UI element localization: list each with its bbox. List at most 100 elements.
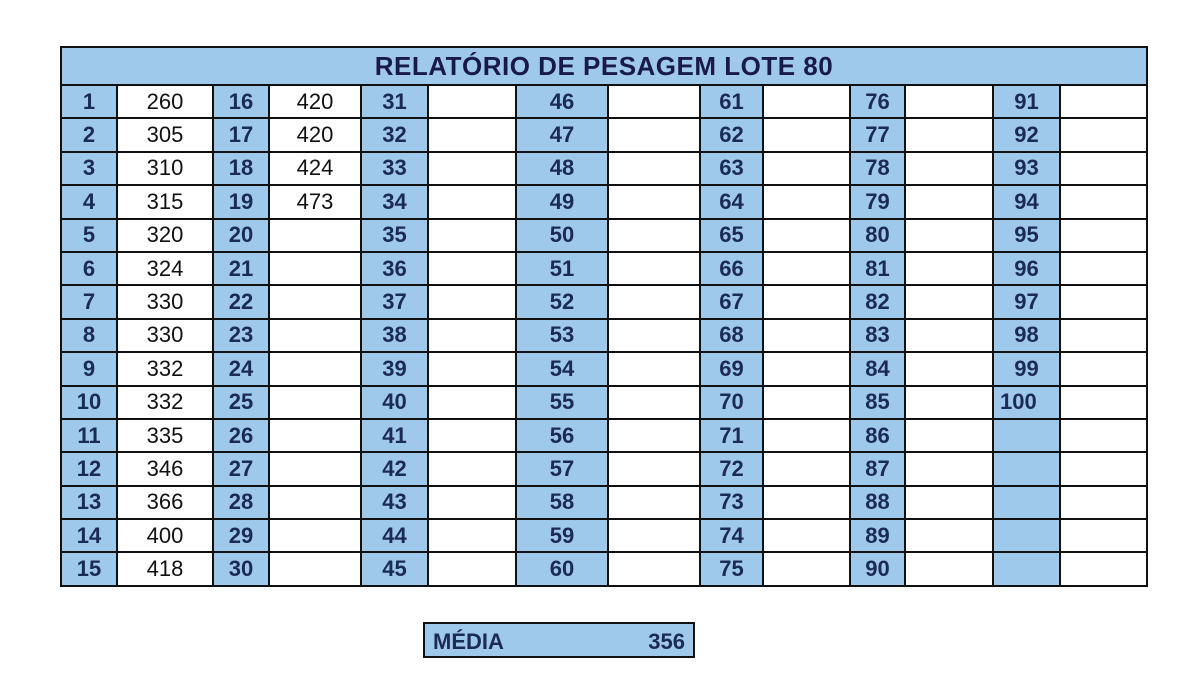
lot-number-cell: 2 bbox=[60, 117, 118, 153]
lot-number-cell: 21 bbox=[212, 250, 270, 287]
lot-number-cell: 14 bbox=[60, 518, 118, 554]
lot-number-cell: 4 bbox=[60, 184, 118, 220]
weight-cell bbox=[607, 518, 701, 554]
lot-number-cell: 47 bbox=[515, 117, 609, 153]
table-row: 6 324 21 36 51 66 81 96 bbox=[60, 250, 1148, 287]
weight-cell bbox=[904, 417, 994, 454]
weight-cell bbox=[762, 284, 851, 320]
weight-cell bbox=[762, 217, 851, 253]
lot-number-cell: 13 bbox=[60, 484, 118, 521]
lot-number-cell: 90 bbox=[849, 551, 906, 587]
lot-number-cell: 50 bbox=[515, 217, 609, 253]
lot-number-cell: 72 bbox=[699, 451, 764, 487]
weight-cell: 346 bbox=[116, 451, 214, 487]
weight-cell bbox=[268, 518, 362, 554]
lot-number-cell: 74 bbox=[699, 518, 764, 554]
weight-cell: 366 bbox=[116, 484, 214, 521]
weight-cell bbox=[1059, 484, 1148, 521]
lot-number-cell: 22 bbox=[212, 284, 270, 320]
weight-cell bbox=[1059, 284, 1148, 320]
weight-cell: 420 bbox=[268, 117, 362, 153]
weight-cell bbox=[762, 250, 851, 287]
weight-cell bbox=[904, 451, 994, 487]
table-row: 7 330 22 37 52 67 82 97 bbox=[60, 284, 1148, 320]
weight-cell bbox=[904, 317, 994, 354]
table-row: 13 366 28 43 58 73 88 bbox=[60, 484, 1148, 521]
weight-cell bbox=[268, 317, 362, 354]
weight-cell bbox=[607, 484, 701, 521]
table-row: 12 346 27 42 57 72 87 bbox=[60, 451, 1148, 487]
weight-cell bbox=[762, 150, 851, 187]
lot-number-cell: 89 bbox=[849, 518, 906, 554]
weight-cell bbox=[268, 351, 362, 387]
lot-number-cell: 58 bbox=[515, 484, 609, 521]
lot-number-cell: 99 bbox=[992, 351, 1061, 387]
lot-number-cell: 92 bbox=[992, 117, 1061, 153]
lot-number-cell: 70 bbox=[699, 384, 764, 420]
lot-number-cell: 33 bbox=[360, 150, 429, 187]
title-row: RELATÓRIO DE PESAGEM LOTE 80 bbox=[60, 46, 1148, 86]
lot-number-cell: 73 bbox=[699, 484, 764, 521]
lot-number-cell: 79 bbox=[849, 184, 906, 220]
lot-number-cell: 5 bbox=[60, 217, 118, 253]
lot-number-cell: 39 bbox=[360, 351, 429, 387]
weight-cell bbox=[268, 284, 362, 320]
lot-number-cell: 37 bbox=[360, 284, 429, 320]
lot-number-cell: 20 bbox=[212, 217, 270, 253]
lot-number-cell: 41 bbox=[360, 417, 429, 454]
lot-number-cell: 75 bbox=[699, 551, 764, 587]
lot-number-cell: 25 bbox=[212, 384, 270, 420]
weight-cell bbox=[607, 317, 701, 354]
weight-cell bbox=[762, 417, 851, 454]
weight-cell bbox=[762, 184, 851, 220]
weight-cell bbox=[904, 250, 994, 287]
weight-cell bbox=[1059, 451, 1148, 487]
weight-cell bbox=[607, 384, 701, 420]
lot-number-cell: 18 bbox=[212, 150, 270, 187]
weight-cell bbox=[1059, 351, 1148, 387]
weight-cell bbox=[1059, 83, 1148, 120]
weight-cell: 260 bbox=[116, 83, 214, 120]
weight-cell: 332 bbox=[116, 384, 214, 420]
lot-number-cell: 31 bbox=[360, 83, 429, 120]
lot-number-cell: 66 bbox=[699, 250, 764, 287]
lot-number-cell: 10 bbox=[60, 384, 118, 420]
lot-number-cell: 45 bbox=[360, 551, 429, 587]
weight-cell bbox=[762, 351, 851, 387]
lot-number-cell: 3 bbox=[60, 150, 118, 187]
weight-cell bbox=[268, 484, 362, 521]
lot-number-cell: 24 bbox=[212, 351, 270, 387]
lot-number-cell: 38 bbox=[360, 317, 429, 354]
lot-number-cell: 84 bbox=[849, 351, 906, 387]
lot-number-cell: 42 bbox=[360, 451, 429, 487]
weight-cell: 305 bbox=[116, 117, 214, 153]
weight-cell: 332 bbox=[116, 351, 214, 387]
lot-number-cell: 62 bbox=[699, 117, 764, 153]
lot-number-cell: 53 bbox=[515, 317, 609, 354]
weight-cell bbox=[762, 451, 851, 487]
lot-number-cell: 23 bbox=[212, 317, 270, 354]
weight-cell bbox=[762, 518, 851, 554]
weight-cell bbox=[268, 551, 362, 587]
lot-number-cell: 63 bbox=[699, 150, 764, 187]
table-row: 10 332 25 40 55 70 85 100 bbox=[60, 384, 1148, 420]
lot-number-cell: 29 bbox=[212, 518, 270, 554]
lot-number-cell: 78 bbox=[849, 150, 906, 187]
lot-number-cell bbox=[992, 484, 1061, 521]
table-row: 5 320 20 35 50 65 80 95 bbox=[60, 217, 1148, 253]
lot-number-cell: 88 bbox=[849, 484, 906, 521]
lot-number-cell: 8 bbox=[60, 317, 118, 354]
weight-cell bbox=[427, 417, 517, 454]
lot-number-cell: 28 bbox=[212, 484, 270, 521]
weight-cell bbox=[904, 351, 994, 387]
weight-cell bbox=[904, 150, 994, 187]
weight-cell bbox=[904, 117, 994, 153]
lot-number-cell: 56 bbox=[515, 417, 609, 454]
lot-number-cell: 57 bbox=[515, 451, 609, 487]
weight-cell bbox=[762, 117, 851, 153]
weight-cell bbox=[904, 83, 994, 120]
weight-cell bbox=[762, 384, 851, 420]
weight-cell bbox=[268, 250, 362, 287]
table-row: 2 305 17 420 32 47 62 77 92 bbox=[60, 117, 1148, 153]
lot-number-cell: 16 bbox=[212, 83, 270, 120]
